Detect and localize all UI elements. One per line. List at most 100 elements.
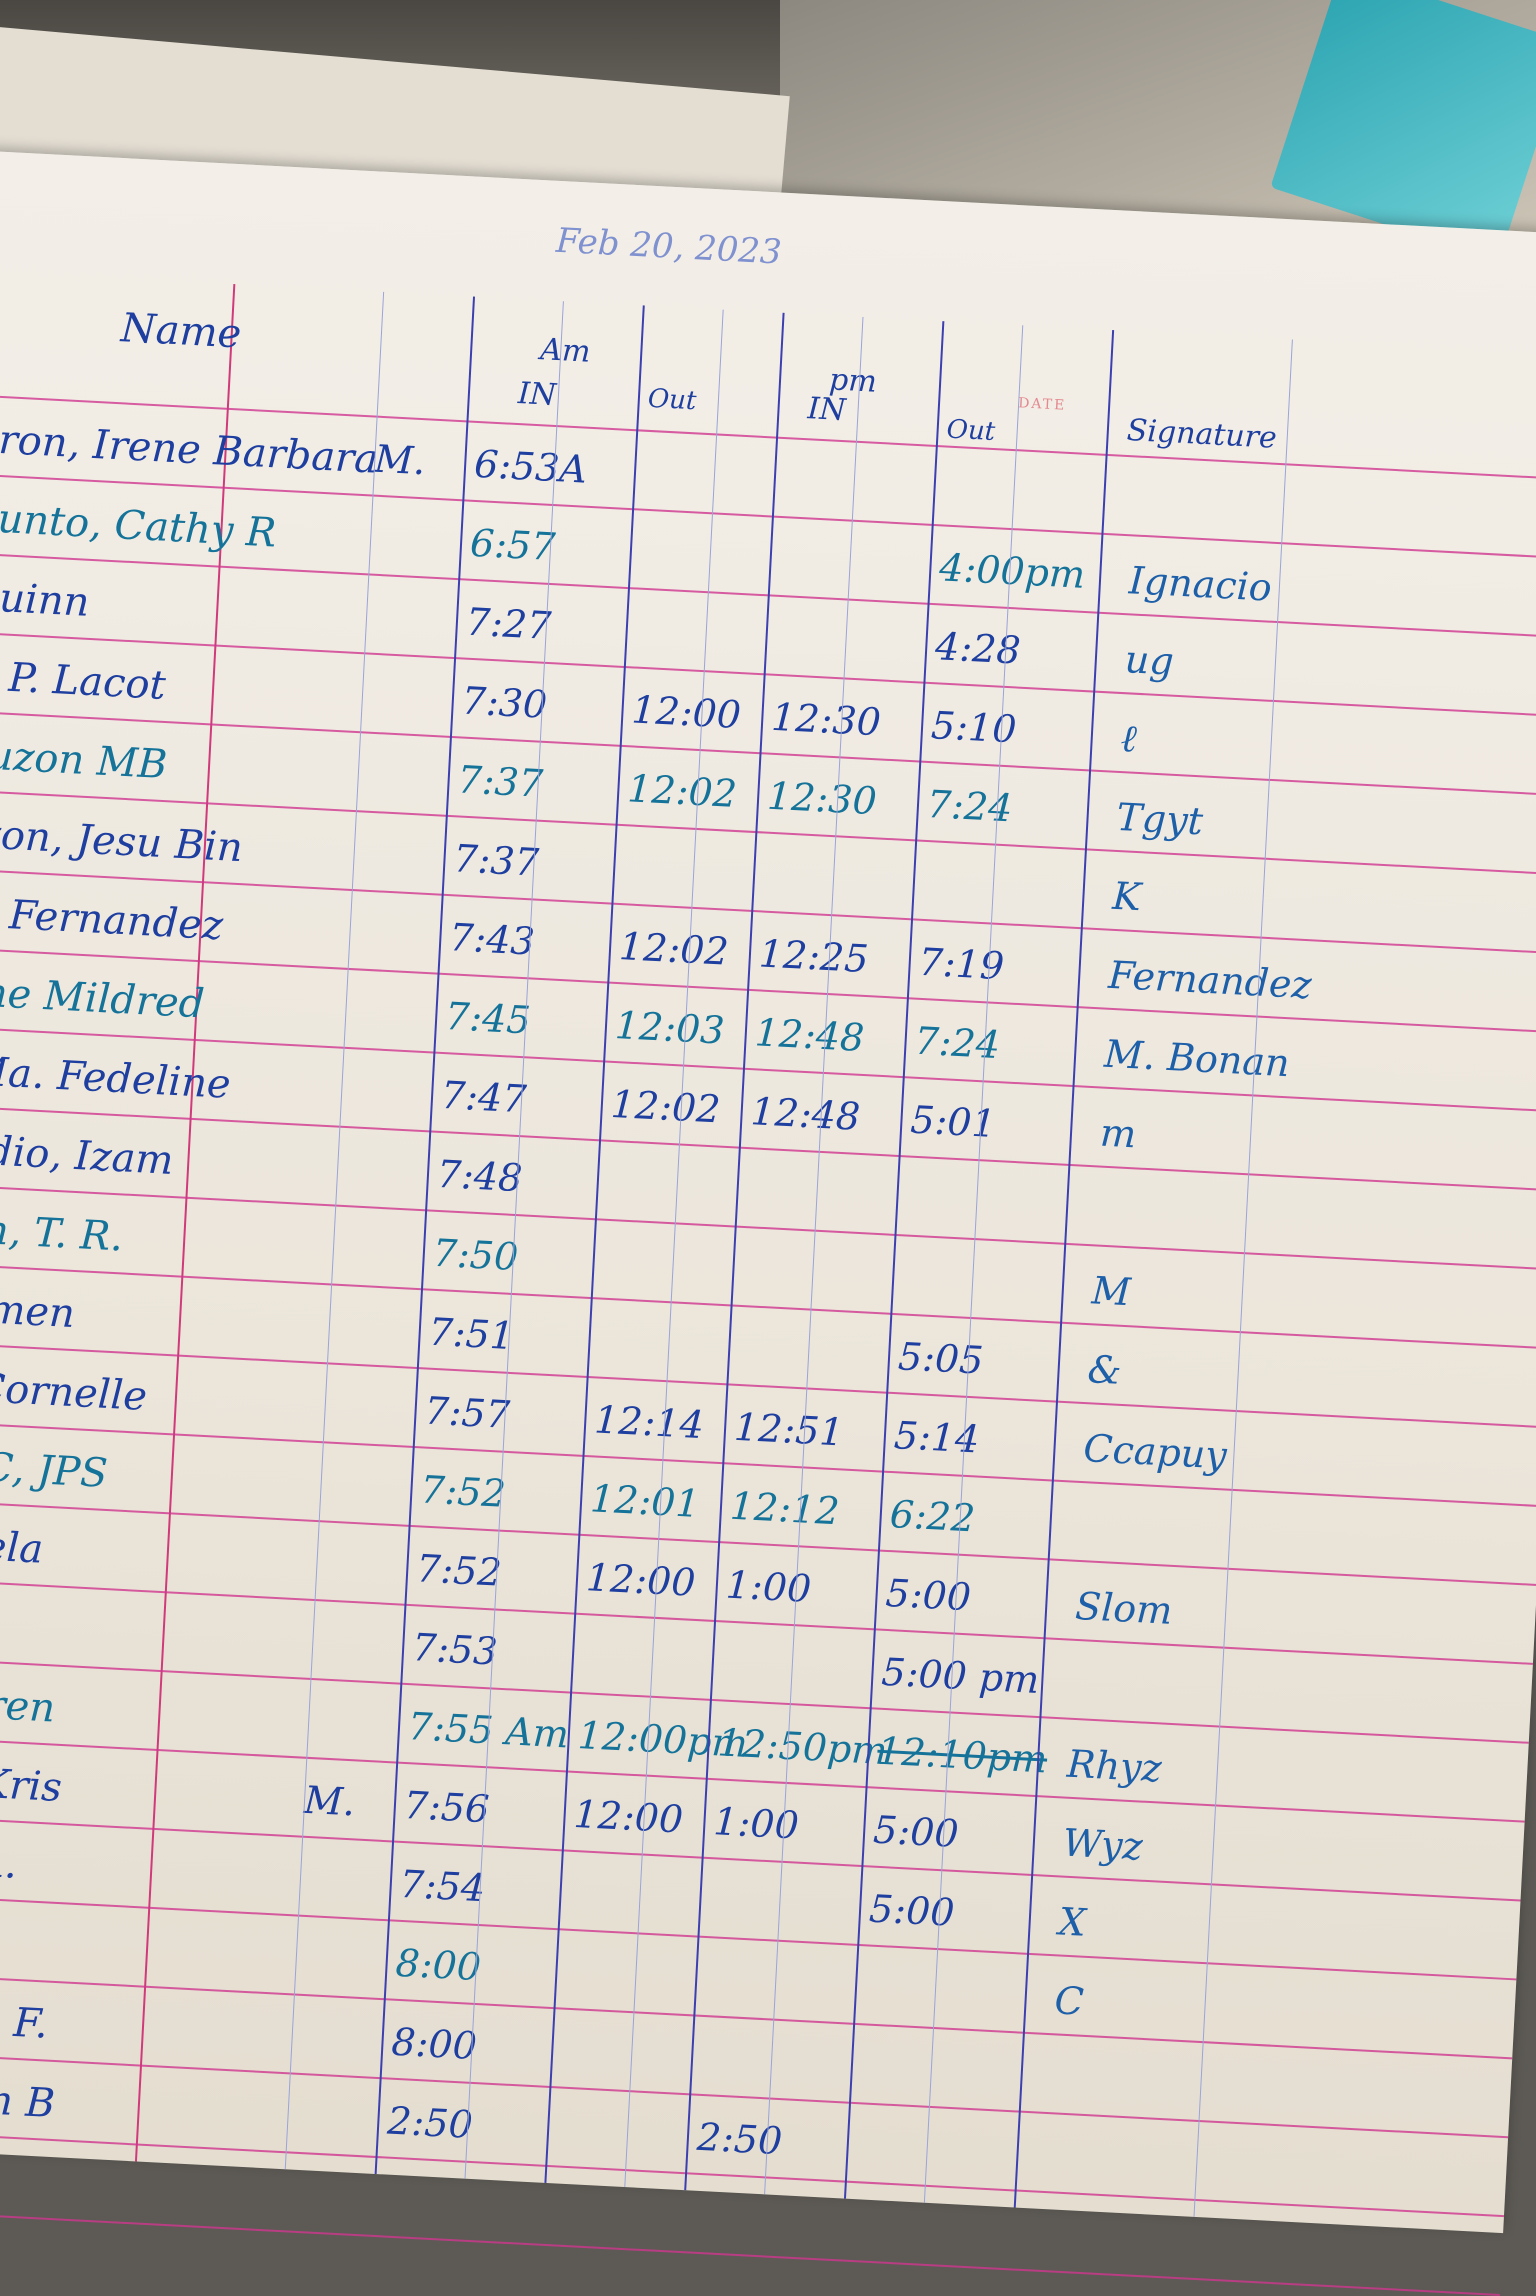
ruling-line [0, 1261, 1536, 1350]
ruling-line [0, 2208, 1500, 2296]
header-name: Name [119, 305, 243, 358]
row-am-in: 6:53A [473, 441, 589, 492]
row-signature: K [1111, 873, 1143, 920]
row-am-in: 7:37 [456, 757, 545, 806]
row-am-out: 12:02 [618, 924, 730, 974]
row-pm-out: 12:10pm [876, 1728, 1049, 1782]
ruling-line [0, 1892, 1517, 1981]
row-pm-out: 6:22 [888, 1492, 977, 1541]
header-signature: Signature [1125, 412, 1278, 456]
row-am-out: 12:03 [613, 1002, 726, 1053]
row-am-in: 7:45 [444, 994, 532, 1043]
row-pm-out: 5:00 pm [880, 1649, 1041, 1703]
row-name: ame Mildred [0, 967, 206, 1028]
row-pm-in: 2:50 [695, 2114, 784, 2164]
row-pm-out: 7:24 [925, 782, 1014, 831]
row-name: NTC, JPS [0, 1441, 109, 1497]
row-pm-out: 4:00pm [938, 545, 1087, 597]
row-name: gan, T. R. [0, 1204, 125, 1261]
row-signature: Rhyz [1065, 1741, 1163, 1791]
row-signature: ug [1123, 637, 1175, 684]
row-name: T. P. Lacot [0, 652, 167, 709]
row-am-in: 7:56 [402, 1783, 491, 1832]
row-name: Chris F. [0, 1993, 49, 2048]
row-pm-in: 12:12 [728, 1483, 841, 1534]
row-name: endio, Izam [0, 1125, 175, 1184]
row-am-in: 2:50 [386, 2098, 474, 2147]
header-am-out: Out [647, 383, 698, 417]
row-signature: Tgyt [1115, 794, 1205, 844]
row-pm-out: 5:10 [930, 703, 1018, 752]
row-am-out: 12:00 [630, 687, 743, 738]
row-signature: m [1098, 1110, 1138, 1157]
row-pm-in: 12:30 [770, 694, 882, 745]
row-signature: Fernandez [1107, 952, 1313, 1008]
row-middle-initial: M. [302, 1777, 357, 1825]
row-am-out: 12:02 [626, 766, 739, 816]
row-pm-out: 5:14 [892, 1413, 981, 1462]
row-name: Punto, Cathy R [0, 494, 278, 557]
row-am-out: 12:00 [572, 1791, 685, 1842]
attendance-sheet: Feb 20, 2023 DATE Name Am pm IN Out IN O… [0, 150, 1536, 2296]
row-signature: Slom [1074, 1583, 1174, 1633]
row-signature: Ccapuy [1082, 1426, 1228, 1478]
row-signature: Wyz [1061, 1820, 1144, 1869]
row-am-in: 7:53 [411, 1625, 499, 1674]
row-pm-in: 12:48 [749, 1089, 862, 1139]
row-pm-out: 5:01 [909, 1097, 997, 1146]
row-name: aron, Irene Barbara [0, 415, 380, 483]
row-pm-out: 4:28 [934, 624, 1022, 673]
row-am-in: 8:00 [394, 1940, 483, 1990]
row-am-in: 7:51 [427, 1309, 516, 1359]
row-pm-out: 5:00 [868, 1886, 956, 1935]
row-signature: ℓ [1119, 716, 1138, 761]
printed-date-label: DATE [1017, 395, 1067, 414]
ruling-line [0, 1182, 1536, 1271]
row-am-in: 7:43 [448, 915, 536, 964]
ruling-line [0, 1971, 1513, 2060]
row-pm-out: 5:00 [872, 1807, 960, 1857]
row-name: o, Cornelle [0, 1362, 149, 1420]
row-signature: & [1086, 1347, 1123, 1393]
row-am-in: 7:48 [435, 1151, 524, 1201]
row-am-in: 7:27 [464, 599, 553, 649]
row-signature: C [1053, 1978, 1085, 2024]
row-name: Shiela [0, 1520, 45, 1573]
row-name: Quinn [0, 573, 91, 626]
row-pm-in: 1:00 [712, 1799, 800, 1848]
row-signature: X [1057, 1899, 1087, 1945]
row-name: ay Fernandez [0, 889, 225, 950]
row-am-in: 6:57 [468, 520, 557, 570]
row-am-in: 7:52 [415, 1546, 503, 1595]
header-pm-out: Out [945, 414, 996, 448]
row-am-in: 7:37 [452, 836, 540, 885]
row-pm-out: 7:19 [917, 939, 1006, 989]
row-am-in: 7:47 [440, 1072, 528, 1122]
header-am-in: IN [517, 376, 557, 413]
row-am-in: 7:30 [460, 678, 549, 727]
row-name: hahan B [0, 2072, 57, 2128]
row-am-out: 12:00 [584, 1555, 697, 1605]
row-am-out: 12:01 [589, 1476, 701, 1527]
row-name: , Ma. Fedeline [0, 1047, 232, 1108]
row-pm-out: 5:00 [884, 1570, 973, 1620]
row-am-in: 7:57 [423, 1388, 512, 1437]
sheet-date: Feb 20, 2023 [555, 220, 783, 273]
row-pm-in: 12:25 [757, 931, 870, 982]
row-middle-initial: M. [373, 436, 427, 484]
row-pm-in: 12:50pm [716, 1720, 889, 1774]
row-signature: Ignacio [1127, 558, 1273, 610]
row-am-in: 7:50 [431, 1230, 520, 1280]
row-signature: M. Bonan [1103, 1031, 1291, 1086]
header-am: Am [539, 332, 592, 370]
row-name: llo, A. [0, 1836, 19, 1888]
row-am-out: 12:14 [593, 1397, 705, 1448]
row-pm-in: 12:30 [766, 773, 878, 824]
row-pm-in: 12:48 [753, 1010, 866, 1060]
row-signature: M [1090, 1268, 1132, 1315]
row-am-in: 8:00 [390, 2019, 478, 2069]
row-pm-in: 12:51 [733, 1404, 845, 1455]
row-name: , Keren [0, 1678, 57, 1732]
row-pm-in: 1:00 [724, 1562, 813, 1611]
ruling-line [0, 630, 1536, 719]
